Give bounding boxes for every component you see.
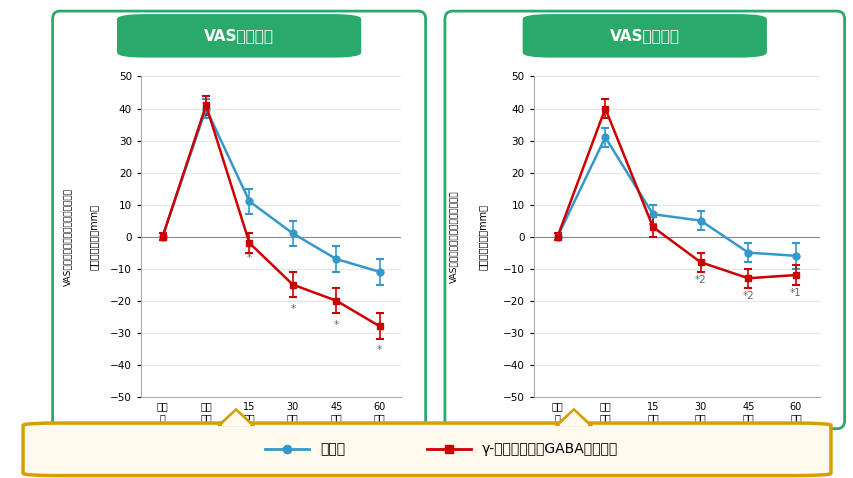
Text: *1：p＜0.05、*2：p＜0.01 vs 蒸留水: *1：p＜0.05、*2：p＜0.01 vs 蒸留水 [688,467,819,476]
Text: 安静時との差（mm）: 安静時との差（mm） [89,204,99,270]
Polygon shape [222,412,250,425]
Text: *2: *2 [694,275,705,285]
Text: VAS（気分）: VAS（気分） [609,28,679,43]
Text: *：p＜0.05 vs 蒸留水: *：p＜0.05 vs 蒸留水 [328,467,401,476]
Polygon shape [560,412,587,425]
Text: *1: *1 [789,288,801,298]
Polygon shape [218,409,254,425]
FancyBboxPatch shape [23,423,830,476]
Text: 安静時との差（mm）: 安静時との差（mm） [477,204,487,270]
Text: *: * [334,320,339,330]
Text: *: * [290,304,295,314]
Text: VAS（疲れ）: VAS（疲れ） [204,28,274,43]
FancyBboxPatch shape [117,14,361,58]
Polygon shape [554,409,591,425]
Text: VAS「疲れ（疲れていないと低値）」: VAS「疲れ（疲れていないと低値）」 [63,187,73,286]
Text: *2: *2 [741,291,753,301]
Text: *: * [247,253,252,262]
Text: γ-アミノ酪酸（GABA）水溶液: γ-アミノ酪酸（GABA）水溶液 [482,442,618,456]
FancyBboxPatch shape [444,11,844,429]
Text: VAS「気分（気分が良いと低値）」: VAS「気分（気分が良いと低値）」 [449,190,457,283]
FancyBboxPatch shape [522,14,766,58]
FancyBboxPatch shape [53,11,425,429]
Text: 蒸留水: 蒸留水 [320,442,345,456]
Text: *: * [377,346,382,356]
